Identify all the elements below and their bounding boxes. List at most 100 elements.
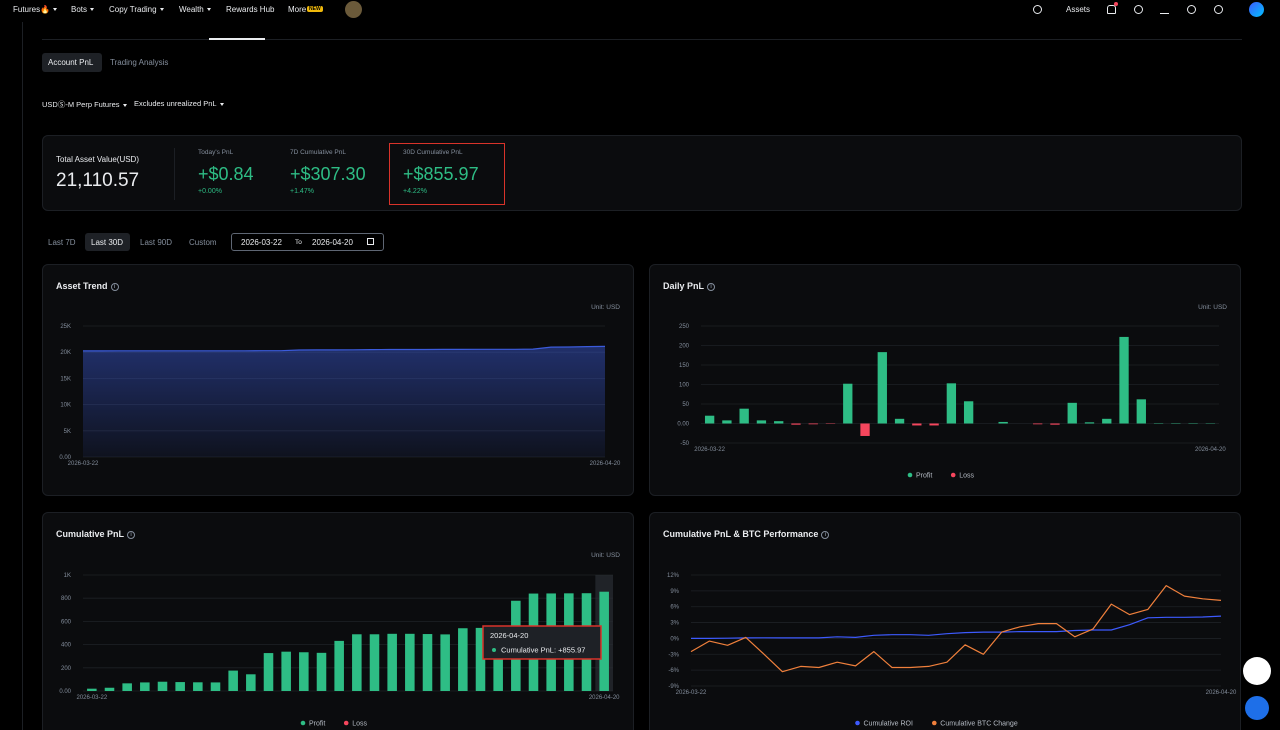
search-icon[interactable]: [1033, 5, 1042, 14]
y-tick-label: 50: [682, 402, 689, 408]
y-tick-label: 100: [679, 383, 690, 389]
bar: [791, 423, 801, 425]
bar: [387, 633, 397, 691]
unit-label: Unit: USD: [591, 304, 620, 311]
y-tick-label: 600: [61, 619, 72, 625]
bar: [440, 634, 450, 691]
x-tick-label: 2026-03-22: [68, 461, 99, 467]
chart-title: Cumulative PnL & BTC Performance: [663, 529, 829, 539]
y-tick-label: 400: [61, 643, 72, 649]
x-tick-label: 2026-04-20: [1195, 447, 1226, 453]
bar: [334, 640, 344, 691]
period-button[interactable]: Last 7D: [48, 238, 76, 247]
nav-item[interactable]: Futures🔥: [13, 5, 57, 14]
bar: [998, 421, 1008, 424]
date-end: 2026-04-20: [312, 238, 353, 247]
avatar[interactable]: [345, 1, 362, 18]
bar: [739, 408, 749, 424]
y-tick-label: 9%: [670, 589, 679, 595]
legend-label: Cumulative ROI: [864, 721, 913, 728]
assets-link[interactable]: Assets: [1066, 5, 1091, 14]
y-tick-label: 200: [61, 666, 72, 672]
bar: [877, 352, 887, 424]
stat-label: Today's PnL: [198, 149, 234, 156]
bar: [122, 683, 132, 691]
legend-label: Loss: [959, 473, 974, 480]
bar: [912, 423, 922, 426]
period-button[interactable]: Last 30D: [91, 238, 124, 247]
nav-item[interactable]: Rewards Hub: [226, 5, 275, 14]
y-tick-label: 0.00: [677, 422, 689, 428]
profile-avatar[interactable]: [1249, 2, 1264, 17]
y-tick-label: 250: [679, 324, 690, 330]
y-tick-label: 12%: [667, 573, 680, 579]
y-tick-label: -50: [680, 441, 689, 447]
nav-item[interactable]: Bots: [71, 5, 94, 14]
support-button[interactable]: [1243, 657, 1271, 685]
y-tick-label: -3%: [668, 652, 679, 658]
divider: [174, 148, 175, 200]
theme-icon[interactable]: [1214, 5, 1223, 14]
bar: [808, 423, 818, 425]
bar: [422, 634, 433, 691]
stat-label: 7D Cumulative PnL: [290, 149, 346, 156]
legend-marker: [932, 720, 937, 726]
y-tick-label: 5K: [64, 429, 71, 435]
y-tick-label: 6%: [670, 605, 679, 611]
bar: [704, 415, 715, 424]
tab-active-bg: [42, 53, 102, 72]
y-tick-label: 0%: [670, 636, 679, 642]
stat-change: +4.22%: [403, 188, 427, 195]
bell-icon[interactable]: [1107, 5, 1116, 14]
calendar-icon[interactable]: [367, 238, 374, 245]
filter[interactable]: Excludes unrealized PnL: [134, 99, 224, 108]
bar: [175, 682, 185, 691]
nav-item[interactable]: Wealth: [179, 5, 211, 14]
x-tick-label: 2026-03-22: [676, 690, 707, 696]
unit-label: Unit: USD: [1198, 304, 1227, 311]
y-tick-label: 25K: [60, 324, 71, 330]
chat-button[interactable]: [1245, 696, 1269, 720]
bar: [263, 653, 274, 691]
summary-card: Total Asset Value(USD) 21,110.57 Today's…: [42, 135, 1242, 211]
nav-item[interactable]: Copy Trading: [109, 5, 164, 14]
y-tick-label: 20K: [60, 350, 71, 356]
unit-label: Unit: USD: [591, 552, 620, 559]
legend-label: Cumulative BTC Change: [940, 721, 1018, 728]
period-button[interactable]: Custom: [189, 238, 217, 247]
tab[interactable]: Account PnL: [48, 58, 94, 67]
stat-change: +0.00%: [198, 188, 222, 195]
bar: [210, 682, 221, 691]
globe-icon[interactable]: [1187, 5, 1196, 14]
stat-label: 30D Cumulative PnL: [403, 149, 463, 156]
bar: [316, 652, 327, 691]
filter[interactable]: USDⓈ-M Perp Futures: [42, 99, 127, 110]
legend-marker: [907, 472, 913, 478]
y-tick-label: 15K: [60, 376, 71, 382]
legend-label: Profit: [309, 721, 325, 728]
user-icon[interactable]: [1134, 5, 1143, 14]
stat-value: +$307.30: [290, 164, 366, 184]
nav-item[interactable]: More: [288, 5, 307, 14]
period-button[interactable]: Last 90D: [140, 238, 173, 247]
download-icon[interactable]: [1160, 5, 1169, 14]
bar: [281, 651, 291, 691]
bar: [369, 634, 380, 691]
bar: [774, 421, 784, 424]
bar: [1102, 418, 1112, 424]
bar: [722, 420, 732, 424]
x-tick-label: 2026-03-22: [694, 447, 725, 453]
x-tick-label: 2026-04-20: [1206, 690, 1237, 696]
chart-card: Daily PnL Unit: USD -50 0.00 50 100 150 200 25…: [649, 264, 1241, 496]
y-tick-label: 0.00: [59, 455, 71, 461]
total-label: Total Asset Value(USD): [56, 155, 139, 164]
chart-card: Cumulative PnL Unit: USD 0.00 200 400 600 80…: [42, 512, 634, 730]
chart-card: Cumulative PnL & BTC Performance -9%-6%-…: [649, 512, 1241, 730]
bar: [1050, 423, 1060, 425]
legend-marker: [855, 720, 860, 726]
period-active-bg: [85, 233, 130, 251]
tab[interactable]: Trading Analysis: [110, 58, 169, 67]
chart: -50 0.00 50 100 150 200 250 2026-03-22 2026-04-2…: [677, 324, 1226, 480]
date-range[interactable]: 2026-03-22 To 2026-04-20: [231, 233, 384, 251]
